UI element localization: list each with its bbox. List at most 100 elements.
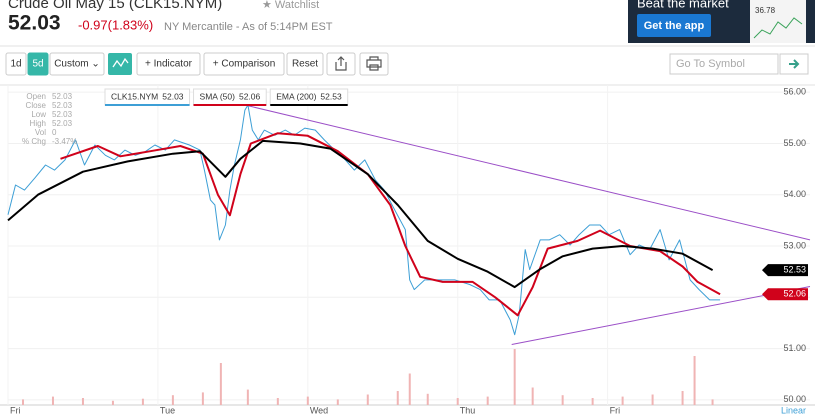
volume-bar	[651, 394, 654, 405]
y-tick-label: 54.00	[783, 189, 806, 199]
info-label: Close	[26, 101, 47, 110]
series-line	[7, 104, 721, 336]
share-icon	[335, 56, 347, 71]
legend-item[interactable]: SMA (50) 52.06	[193, 88, 267, 106]
toolbar-button-label: Custom ⌄	[54, 59, 100, 70]
legend-name: EMA (200)	[276, 91, 316, 101]
volume-bar	[219, 363, 222, 405]
y-tick-label: 51.00	[783, 343, 806, 353]
chart-style-icon	[112, 57, 129, 68]
volume-bar	[426, 393, 429, 405]
x-tick-label: Fri	[10, 405, 21, 415]
volume-bar	[621, 396, 624, 405]
info-label: Open	[26, 92, 46, 101]
trendline	[244, 104, 811, 241]
info-value: 52.03	[52, 119, 73, 128]
legend-name: SMA (50)	[200, 91, 236, 101]
toolbar-button-label: 1d	[10, 59, 21, 70]
toolbar-button-label: + Indicator	[145, 59, 193, 70]
toolbar-button[interactable]	[27, 52, 49, 76]
volume-bar	[111, 400, 114, 405]
volume-bar	[201, 392, 204, 405]
legend-value: 52.03	[162, 91, 184, 101]
ad-headline: Beat the market	[637, 0, 729, 10]
price-tag-label: 52.53	[783, 265, 806, 275]
info-value: -3.47%	[52, 137, 77, 146]
volume-bar	[171, 395, 174, 405]
print-button[interactable]	[359, 52, 389, 76]
volume-bar	[408, 373, 411, 405]
volume-bar	[276, 398, 279, 405]
x-tick-label: Wed	[310, 405, 328, 415]
volume-bar	[681, 391, 684, 405]
symbol-search[interactable]	[669, 53, 779, 75]
volume-bar	[711, 399, 714, 405]
info-value: 52.03	[52, 110, 73, 119]
info-label: Vol	[35, 128, 46, 137]
info-label: High	[30, 119, 46, 128]
volume-bar	[396, 391, 399, 405]
legend-value: 52.06	[239, 91, 261, 101]
print-icon	[366, 56, 382, 71]
info-label: % Chg	[22, 137, 46, 146]
symbol-search-placeholder: Go To Symbol	[676, 58, 745, 70]
ad-phone-graphic	[753, 17, 803, 39]
price: 52.03	[8, 12, 61, 35]
info-value: 0	[52, 128, 57, 137]
y-tick-label: 55.00	[783, 138, 806, 148]
ad-button-label: Get the app	[644, 20, 705, 32]
ad-phone-value: 36.78	[755, 6, 776, 15]
volume-bar	[561, 395, 564, 405]
toolbar-button-label: Reset	[292, 59, 318, 70]
info-value: 52.03	[52, 101, 73, 110]
toolbar-button[interactable]	[136, 52, 201, 76]
series-line	[60, 132, 721, 317]
volume-bar	[693, 356, 696, 405]
volume-bar	[21, 399, 24, 405]
y-tick-label: 56.00	[783, 87, 806, 97]
y-tick-label: 53.00	[783, 240, 806, 250]
search-go-icon	[789, 59, 800, 69]
ad-button[interactable]	[637, 14, 711, 37]
volume-bar	[306, 396, 309, 405]
x-tick-label: Tue	[160, 405, 175, 415]
legend-item[interactable]: EMA (200) 52.53	[269, 88, 349, 106]
toolbar-button[interactable]	[5, 52, 27, 76]
scale-label[interactable]: Linear	[781, 405, 806, 415]
x-tick-label: Fri	[610, 405, 621, 415]
legend-name: CLK15.NYM	[111, 91, 158, 101]
toolbar-button[interactable]	[203, 52, 285, 76]
toolbar-button[interactable]	[286, 52, 324, 76]
y-tick-label: 50.00	[783, 394, 806, 404]
toolbar: 1d 5d Custom ⌄ + Indicator + Comparison Reset	[5, 52, 324, 76]
info-value: 52.03	[52, 92, 73, 101]
volume-bar	[336, 399, 339, 405]
trendline	[511, 286, 811, 345]
toolbar-button[interactable]	[49, 52, 105, 76]
series-line	[7, 139, 714, 289]
toolbar-button-label: 5d	[32, 59, 43, 70]
volume-bar	[531, 387, 534, 405]
volume-bar	[486, 396, 489, 405]
title: Crude Oil May 15 (CLK15.NYM)	[8, 0, 222, 12]
volume-bar	[591, 398, 594, 405]
volume-bar	[246, 389, 249, 405]
exchange: NY Mercantile - As of 5:14PM EST	[164, 21, 333, 33]
plot: 56.0055.0054.0053.0052.0051.0050.00FriTu…	[7, 85, 811, 415]
watchlist[interactable]: ★ Watchlist	[262, 0, 319, 11]
legend-value: 52.53	[320, 91, 342, 101]
volume-bar	[513, 349, 516, 405]
legend-item[interactable]: CLK15.NYM 52.03	[104, 88, 191, 106]
volume-bar	[456, 398, 459, 405]
volume-bar	[51, 396, 54, 405]
change: -0.97(1.83%)	[78, 17, 153, 32]
volume-bar	[366, 394, 369, 405]
price-tag	[762, 264, 808, 277]
price-tag	[762, 288, 808, 301]
toolbar-button-label: + Comparison	[213, 59, 276, 70]
x-tick-label: Thu	[460, 405, 476, 415]
volume-bar	[141, 398, 144, 405]
info-label: Low	[31, 110, 46, 119]
price-tag-label: 52.06	[783, 289, 806, 299]
